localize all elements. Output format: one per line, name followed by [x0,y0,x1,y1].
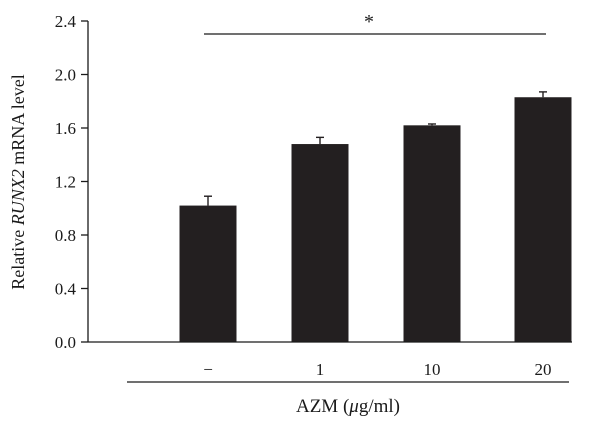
bar [514,97,572,342]
y-tick-label: 0.4 [55,280,77,299]
category-label: 1 [316,360,325,379]
y-tick-label: 1.2 [55,173,76,192]
y-tick-label: 0.0 [55,333,76,352]
y-tick-label: 2.0 [55,66,76,85]
bar [179,205,237,342]
y-tick-labels: 0.0 0.4 0.8 1.2 1.6 2.0 2.4 [55,12,77,352]
y-axis [81,20,89,343]
y-axis-label: Relative RUNX2 mRNA level [8,74,28,289]
y-tick-label: 2.4 [55,12,77,31]
bar [403,125,461,342]
bars [179,97,572,342]
category-label: 10 [424,360,441,379]
y-tick-label: 1.6 [55,119,76,138]
category-label: 20 [535,360,552,379]
category-labels: − 1 10 20 [203,360,551,379]
y-tick-label: 0.8 [55,226,76,245]
category-label: − [203,360,213,379]
error-bars [204,91,547,206]
x-axis-label: AZM (μg/ml) [296,396,400,417]
bar [291,144,349,342]
significance-marker: * [364,11,374,33]
